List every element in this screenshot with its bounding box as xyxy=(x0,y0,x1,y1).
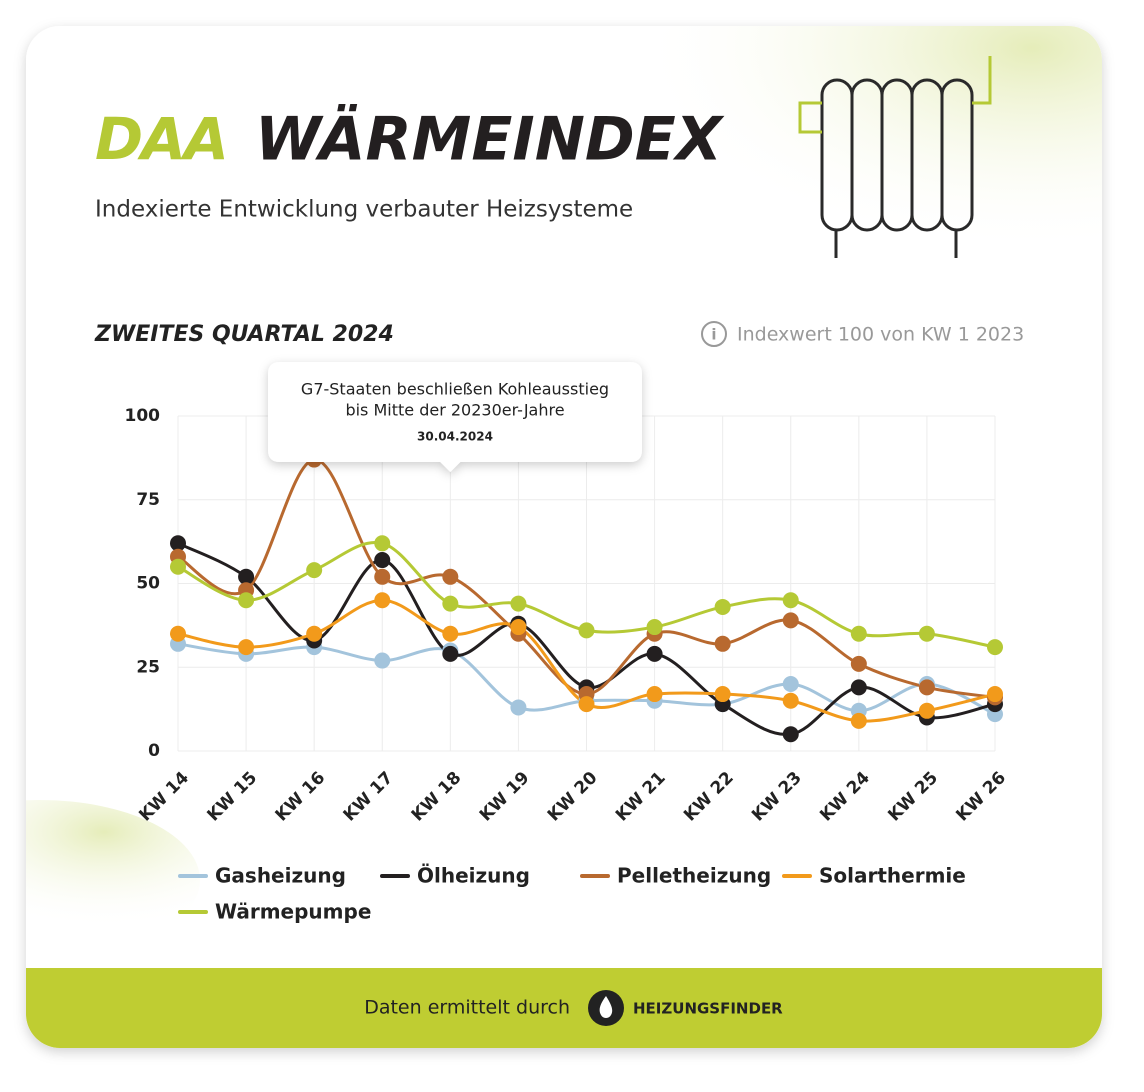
point xyxy=(987,686,1003,703)
pipe xyxy=(972,56,992,105)
decor xyxy=(570,26,1102,320)
point xyxy=(782,612,799,629)
note: Indexwert 100 von KW 1 2023 xyxy=(737,324,1024,346)
y-tick-label: 75 xyxy=(136,490,160,510)
point xyxy=(510,699,527,716)
legend-label: Ölheizung xyxy=(417,864,530,888)
legend-label: Pelletheizung xyxy=(617,864,771,888)
point xyxy=(782,726,799,743)
point xyxy=(782,692,799,709)
radiator-icon xyxy=(820,78,974,258)
pipe xyxy=(798,101,822,134)
footer-band xyxy=(26,968,1102,1048)
point xyxy=(646,686,663,703)
footer-text: Daten ermittelt durch xyxy=(364,997,570,1019)
point xyxy=(374,652,391,669)
annotation-text: G7-Staaten beschließen Kohleausstieg xyxy=(301,380,609,399)
info-i: i xyxy=(711,326,716,344)
point xyxy=(646,619,663,636)
point xyxy=(850,655,867,672)
point xyxy=(442,568,459,585)
legend-label: Wärmepumpe xyxy=(215,900,371,924)
y-tick-label: 50 xyxy=(136,574,160,594)
point xyxy=(918,625,935,642)
point xyxy=(442,645,459,662)
point xyxy=(170,625,186,642)
point xyxy=(510,595,527,612)
logo: DAA xyxy=(95,105,227,173)
point xyxy=(238,568,255,585)
point xyxy=(170,558,186,575)
y-tick-label: 25 xyxy=(136,657,160,677)
annotation-box xyxy=(268,362,642,472)
point xyxy=(170,535,186,552)
point xyxy=(646,645,663,662)
point xyxy=(714,598,731,615)
point xyxy=(510,619,527,636)
point xyxy=(374,552,391,569)
point xyxy=(442,595,459,612)
decor xyxy=(26,800,200,960)
point xyxy=(782,592,799,609)
point xyxy=(306,562,323,579)
point xyxy=(782,676,799,692)
point xyxy=(578,696,595,713)
subtitle: Indexierte Entwicklung verbauter Heizsys… xyxy=(95,197,633,223)
annotation xyxy=(268,362,642,472)
section-title: ZWEITES QUARTAL 2024 xyxy=(94,322,394,347)
annotation-date: 30.04.2024 xyxy=(417,430,493,444)
info-icon xyxy=(701,321,727,347)
flame xyxy=(599,996,613,1018)
point xyxy=(374,535,391,552)
point xyxy=(374,592,391,609)
y-tick-label: 0 xyxy=(148,741,160,761)
point xyxy=(850,679,867,696)
point xyxy=(374,568,391,585)
point xyxy=(850,625,867,642)
point xyxy=(918,702,935,719)
point xyxy=(238,639,255,656)
point xyxy=(238,592,255,609)
point xyxy=(578,622,595,639)
title: WÄRMEINDEX xyxy=(255,103,725,175)
point xyxy=(306,625,323,642)
legend-label: Solarthermie xyxy=(819,864,966,888)
point xyxy=(442,625,459,642)
y-tick-label: 100 xyxy=(125,406,161,426)
brand: HEIZUNGSFINDER xyxy=(633,1000,783,1018)
point xyxy=(714,686,731,703)
point xyxy=(918,679,935,696)
point xyxy=(850,712,867,729)
point xyxy=(987,639,1003,656)
annotation-text: bis Mitte der 20230er-Jahre xyxy=(345,401,564,420)
point xyxy=(714,635,731,652)
legend-label: Gasheizung xyxy=(215,864,346,888)
